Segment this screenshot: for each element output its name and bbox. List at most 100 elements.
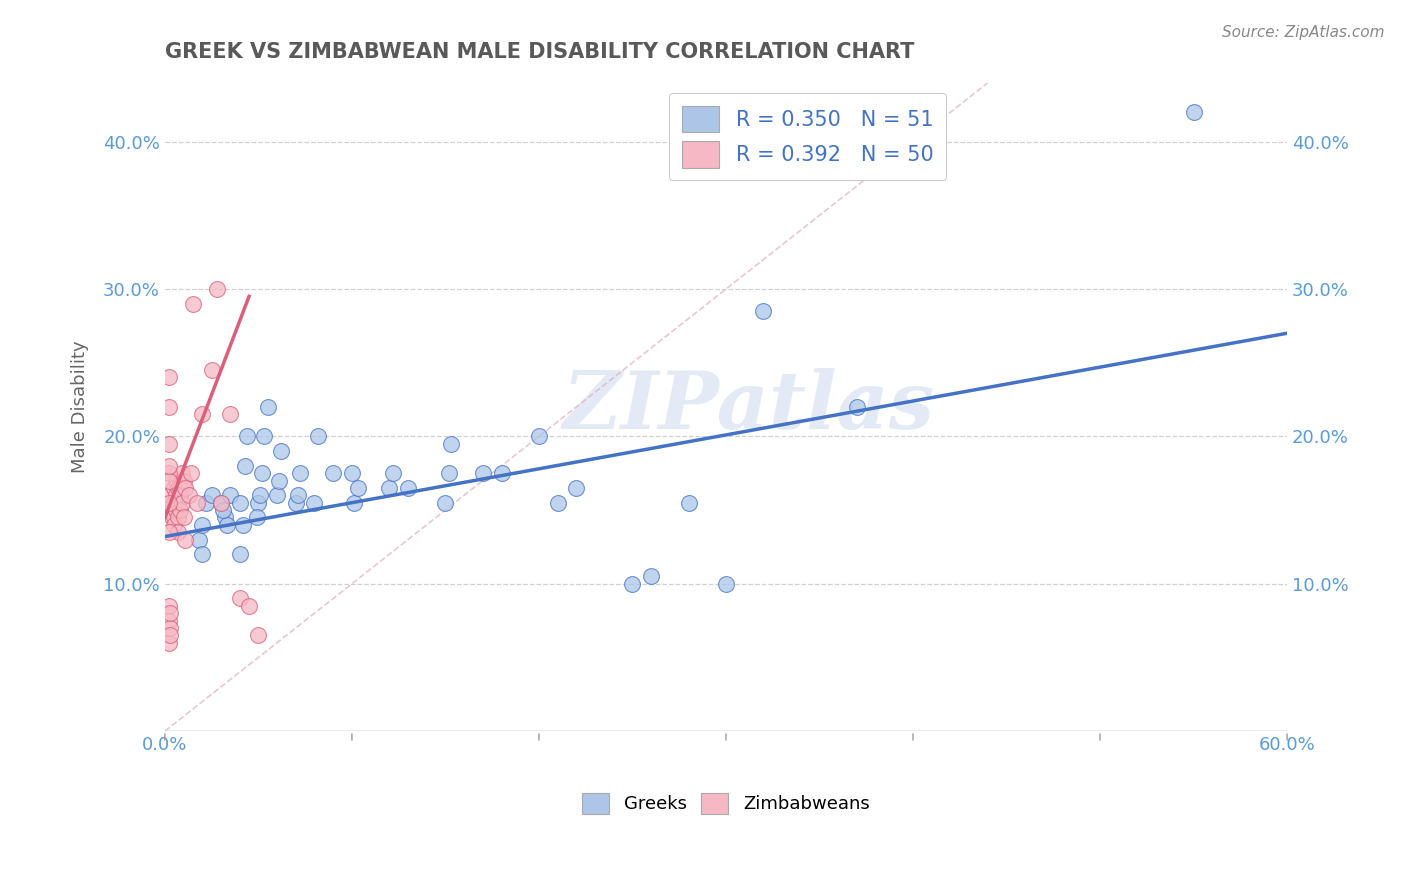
Point xyxy=(165,488,187,502)
Point xyxy=(157,400,180,414)
Point xyxy=(157,467,180,481)
Point xyxy=(211,503,233,517)
Point xyxy=(173,474,195,488)
Point xyxy=(169,488,191,502)
Point xyxy=(1182,105,1205,120)
Point xyxy=(167,481,190,495)
Point xyxy=(219,488,242,502)
Point xyxy=(437,467,460,481)
Text: GREEK VS ZIMBABWEAN MALE DISABILITY CORRELATION CHART: GREEK VS ZIMBABWEAN MALE DISABILITY CORR… xyxy=(165,42,914,62)
Point xyxy=(169,481,191,495)
Point xyxy=(191,547,214,561)
Point xyxy=(322,467,344,481)
Point xyxy=(270,444,292,458)
Point xyxy=(304,496,326,510)
Point xyxy=(250,467,273,481)
Point xyxy=(249,488,271,502)
Point xyxy=(174,533,197,547)
Text: ZIPatlas: ZIPatlas xyxy=(562,368,935,446)
Point xyxy=(163,496,186,510)
Point xyxy=(167,510,190,524)
Point xyxy=(159,606,181,620)
Point xyxy=(170,467,193,481)
Point xyxy=(170,496,193,510)
Point xyxy=(378,481,401,495)
Point xyxy=(157,525,180,540)
Point xyxy=(157,599,180,613)
Point xyxy=(714,576,737,591)
Point xyxy=(284,496,307,510)
Point xyxy=(173,510,195,524)
Point xyxy=(621,576,644,591)
Point xyxy=(382,467,405,481)
Point xyxy=(157,614,180,628)
Point xyxy=(159,488,181,502)
Point xyxy=(288,467,311,481)
Point xyxy=(228,547,250,561)
Point xyxy=(215,517,238,532)
Point xyxy=(201,488,224,502)
Point xyxy=(678,496,700,510)
Point xyxy=(266,488,288,502)
Point xyxy=(165,474,187,488)
Point xyxy=(343,496,366,510)
Point xyxy=(267,474,290,488)
Point xyxy=(157,474,180,488)
Point xyxy=(287,488,309,502)
Point xyxy=(238,599,260,613)
Point xyxy=(157,370,180,384)
Point xyxy=(228,591,250,606)
Point xyxy=(236,429,259,443)
Point xyxy=(201,363,224,377)
Point xyxy=(640,569,662,583)
Point xyxy=(434,496,457,510)
Point xyxy=(247,496,270,510)
Point xyxy=(340,467,363,481)
Point xyxy=(256,400,278,414)
Point xyxy=(565,481,588,495)
Point xyxy=(245,510,267,524)
Point xyxy=(228,496,250,510)
Point xyxy=(527,429,550,443)
Point xyxy=(233,458,256,473)
Point xyxy=(471,467,494,481)
Point xyxy=(396,481,419,495)
Point xyxy=(179,488,201,502)
Point xyxy=(247,628,270,642)
Point xyxy=(187,533,209,547)
Point xyxy=(440,436,463,450)
Point xyxy=(180,467,202,481)
Point xyxy=(346,481,368,495)
Point xyxy=(174,481,197,495)
Point xyxy=(845,400,868,414)
Point xyxy=(162,510,184,524)
Point xyxy=(165,503,187,517)
Point xyxy=(163,517,186,532)
Point xyxy=(253,429,276,443)
Point xyxy=(219,407,242,421)
Point xyxy=(163,481,186,495)
Point xyxy=(159,621,181,635)
Point xyxy=(491,467,513,481)
Point xyxy=(157,496,180,510)
Point xyxy=(157,436,180,450)
Point xyxy=(181,297,204,311)
Legend: Greeks, Zimbabweans: Greeks, Zimbabweans xyxy=(575,786,877,821)
Point xyxy=(162,503,184,517)
Point xyxy=(157,458,180,473)
Y-axis label: Male Disability: Male Disability xyxy=(72,341,89,474)
Point xyxy=(209,496,232,510)
Point xyxy=(159,628,181,642)
Point xyxy=(207,282,229,296)
Point xyxy=(214,510,236,524)
Point xyxy=(169,503,191,517)
Text: Source: ZipAtlas.com: Source: ZipAtlas.com xyxy=(1222,25,1385,40)
Point xyxy=(752,304,775,318)
Point xyxy=(232,517,254,532)
Point xyxy=(186,496,208,510)
Point xyxy=(157,635,180,649)
Point xyxy=(167,496,190,510)
Point xyxy=(307,429,329,443)
Point xyxy=(163,510,186,524)
Point xyxy=(159,496,181,510)
